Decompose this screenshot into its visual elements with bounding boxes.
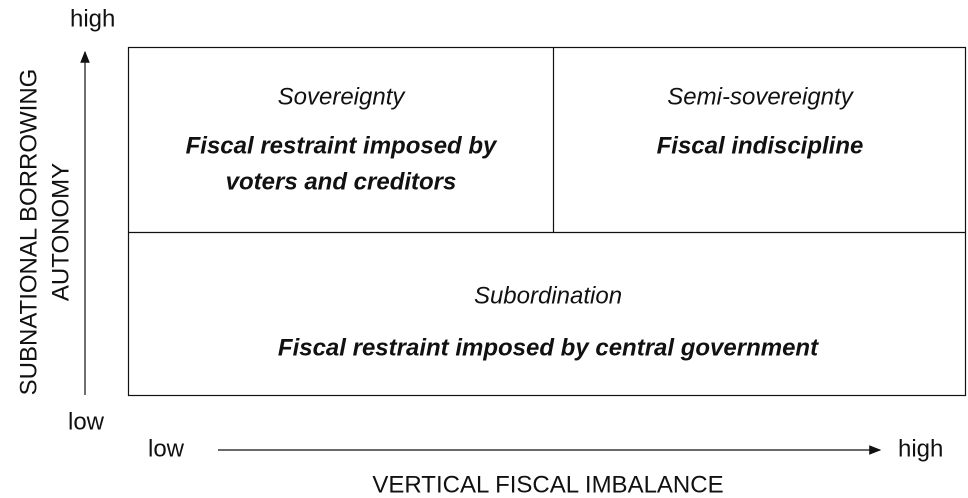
x-axis-label: VERTICAL FISCAL IMBALANCE [372,471,723,498]
cell-text: Fiscal restraint imposed by central gove… [278,334,819,361]
cell-title: Sovereignty [278,83,407,110]
matrix-frame [127,46,967,397]
x-high: high [898,435,943,462]
y-axis-label: AUTONOMY [47,163,74,301]
y-axis-label: SUBNATIONAL BORROWING [15,69,42,396]
cell-text: voters and creditors [226,168,457,195]
cell-text: Fiscal restraint imposed by [186,132,498,159]
cell-title: Subordination [474,282,622,309]
y-low: low [68,408,105,435]
x-low: low [148,435,185,462]
cell-text: Fiscal indiscipline [657,132,864,159]
y-high: high [70,5,115,32]
cell-title: Semi-sovereignty [667,83,854,110]
